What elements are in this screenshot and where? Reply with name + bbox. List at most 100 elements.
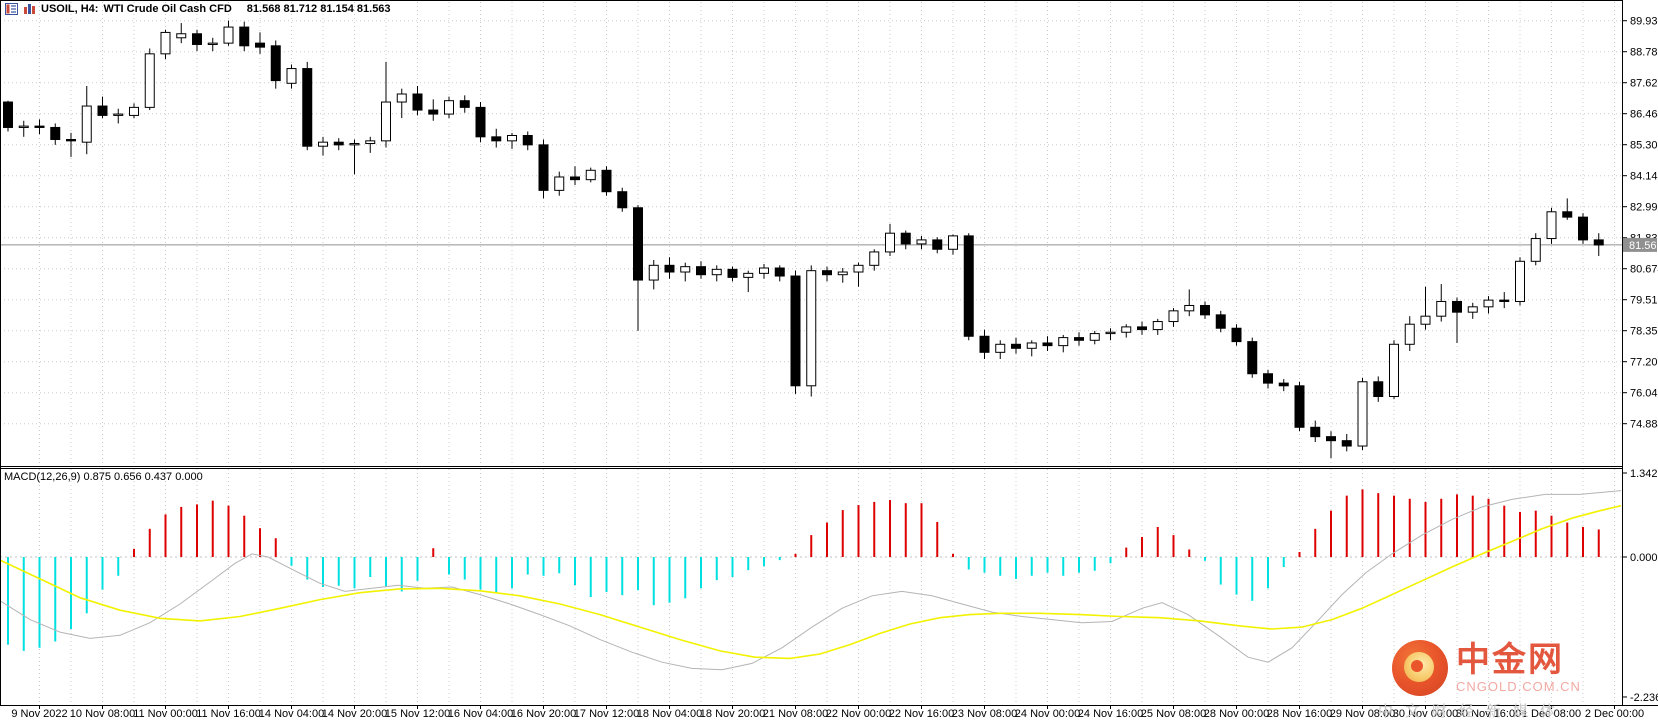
candle xyxy=(1263,373,1273,384)
candle xyxy=(113,113,124,116)
candle xyxy=(192,33,202,45)
candle xyxy=(1121,326,1132,333)
time-axis-label: 21 Nov 08:00 xyxy=(763,708,828,720)
candle xyxy=(1530,238,1541,262)
candle xyxy=(727,268,738,278)
candle xyxy=(885,232,895,253)
time-axis-label: 10 Nov 08:00 xyxy=(70,708,135,720)
candle xyxy=(1357,381,1368,447)
candle xyxy=(50,126,61,141)
candle xyxy=(412,93,423,111)
candle xyxy=(869,251,880,266)
chart-ohlc-values: 81.568 81.712 81.154 81.563 xyxy=(246,3,391,15)
candle xyxy=(1137,326,1147,331)
candle xyxy=(444,100,454,115)
candle xyxy=(522,134,533,146)
price-axis-label: 77.200 xyxy=(1630,357,1658,369)
macd-axis-label: 0.000 xyxy=(1630,552,1658,564)
candle xyxy=(97,105,108,116)
cngold-logo-icon xyxy=(1392,640,1448,696)
candle xyxy=(711,268,722,276)
time-axis-label: 23 Nov 08:00 xyxy=(952,708,1017,720)
candle xyxy=(1042,342,1053,347)
time-axis-label: 24 Nov 00:00 xyxy=(1015,708,1080,720)
price-axis-label: 86.464 xyxy=(1630,109,1658,121)
candle xyxy=(1436,300,1447,317)
watermark: 中金网 CNGOLD.COM.CN xyxy=(1392,640,1581,696)
candle xyxy=(1105,331,1116,335)
candle xyxy=(1499,299,1510,302)
time-axis-label: 14 Nov 20:00 xyxy=(322,708,387,720)
candle xyxy=(1215,314,1226,329)
last-price-label: 81.563 xyxy=(1629,240,1658,252)
time-axis-label: 16 Nov 20:00 xyxy=(511,708,576,720)
candle xyxy=(1231,327,1242,343)
time-axis-label: 11 Nov 00:00 xyxy=(133,708,198,720)
candle xyxy=(176,33,187,39)
candle xyxy=(1011,343,1021,349)
candle xyxy=(790,275,801,387)
time-axis-label: 28 Nov 16:00 xyxy=(1267,708,1332,720)
candle xyxy=(837,271,848,276)
macd-lines xyxy=(0,490,1622,671)
candle xyxy=(1515,260,1525,302)
macd-histogram xyxy=(7,489,1600,651)
grid-layer xyxy=(0,2,1622,705)
time-axis-label: 15 Nov 12:00 xyxy=(385,708,450,720)
candle xyxy=(286,68,297,84)
candle xyxy=(680,266,691,273)
candle xyxy=(18,125,29,128)
candle xyxy=(743,272,754,278)
price-axis-label: 74.884 xyxy=(1630,419,1658,431)
candle xyxy=(570,176,580,181)
candle xyxy=(601,169,612,193)
candle xyxy=(81,105,92,143)
candle xyxy=(696,266,706,276)
chart-symbol-description: WTI Crude Oil Cash CFD xyxy=(103,3,232,15)
candle xyxy=(1310,426,1321,438)
candle xyxy=(1389,343,1399,397)
quotes-list-icon[interactable] xyxy=(5,3,18,15)
candle xyxy=(1152,321,1163,331)
candle xyxy=(207,42,218,45)
candle xyxy=(1058,337,1069,347)
watermark-domain: CNGOLD.COM.CN xyxy=(1456,679,1581,694)
time-axis-label: 22 Nov 16:00 xyxy=(889,708,954,720)
time-axis-label: 2 Dec 00:00 xyxy=(1585,708,1644,720)
time-axis-label: 30 Nov 16:00 xyxy=(1456,708,1521,720)
candle xyxy=(774,267,785,277)
time-axis-label: 25 Nov 08:00 xyxy=(1141,708,1206,720)
candle xyxy=(381,101,391,142)
candle xyxy=(1578,216,1588,241)
candle xyxy=(633,207,643,281)
candle xyxy=(255,42,265,48)
candle xyxy=(617,191,628,209)
candle xyxy=(1074,337,1084,341)
candle xyxy=(365,140,376,145)
time-axis-label: 22 Nov 00:00 xyxy=(826,708,891,720)
candle xyxy=(318,141,328,147)
candle xyxy=(900,232,911,245)
chart-title-bar: USOIL, H4: WTI Crude Oil Cash CFD 81.568… xyxy=(5,3,391,15)
price-axis-label: 85.306 xyxy=(1630,140,1658,152)
macd-indicator-label: MACD(12,26,9) 0.875 0.656 0.437 0.000 xyxy=(4,471,203,483)
time-axis-label: 28 Nov 00:00 xyxy=(1204,708,1269,720)
candle xyxy=(806,270,817,387)
candle xyxy=(475,106,486,138)
candle xyxy=(585,169,596,181)
candle xyxy=(1593,239,1604,246)
candle xyxy=(1026,342,1037,349)
watermark-tagline: 中文财经新媒体 xyxy=(1378,703,1568,720)
candle xyxy=(648,264,659,281)
chart-bars-icon[interactable] xyxy=(23,3,36,15)
price-axis-label: 84.148 xyxy=(1630,171,1658,183)
candle xyxy=(1483,299,1494,308)
candle xyxy=(1452,300,1462,313)
candle xyxy=(333,141,344,146)
candle xyxy=(1341,440,1352,447)
candle xyxy=(1294,385,1305,428)
candle xyxy=(1546,211,1557,240)
candle xyxy=(1404,323,1415,345)
